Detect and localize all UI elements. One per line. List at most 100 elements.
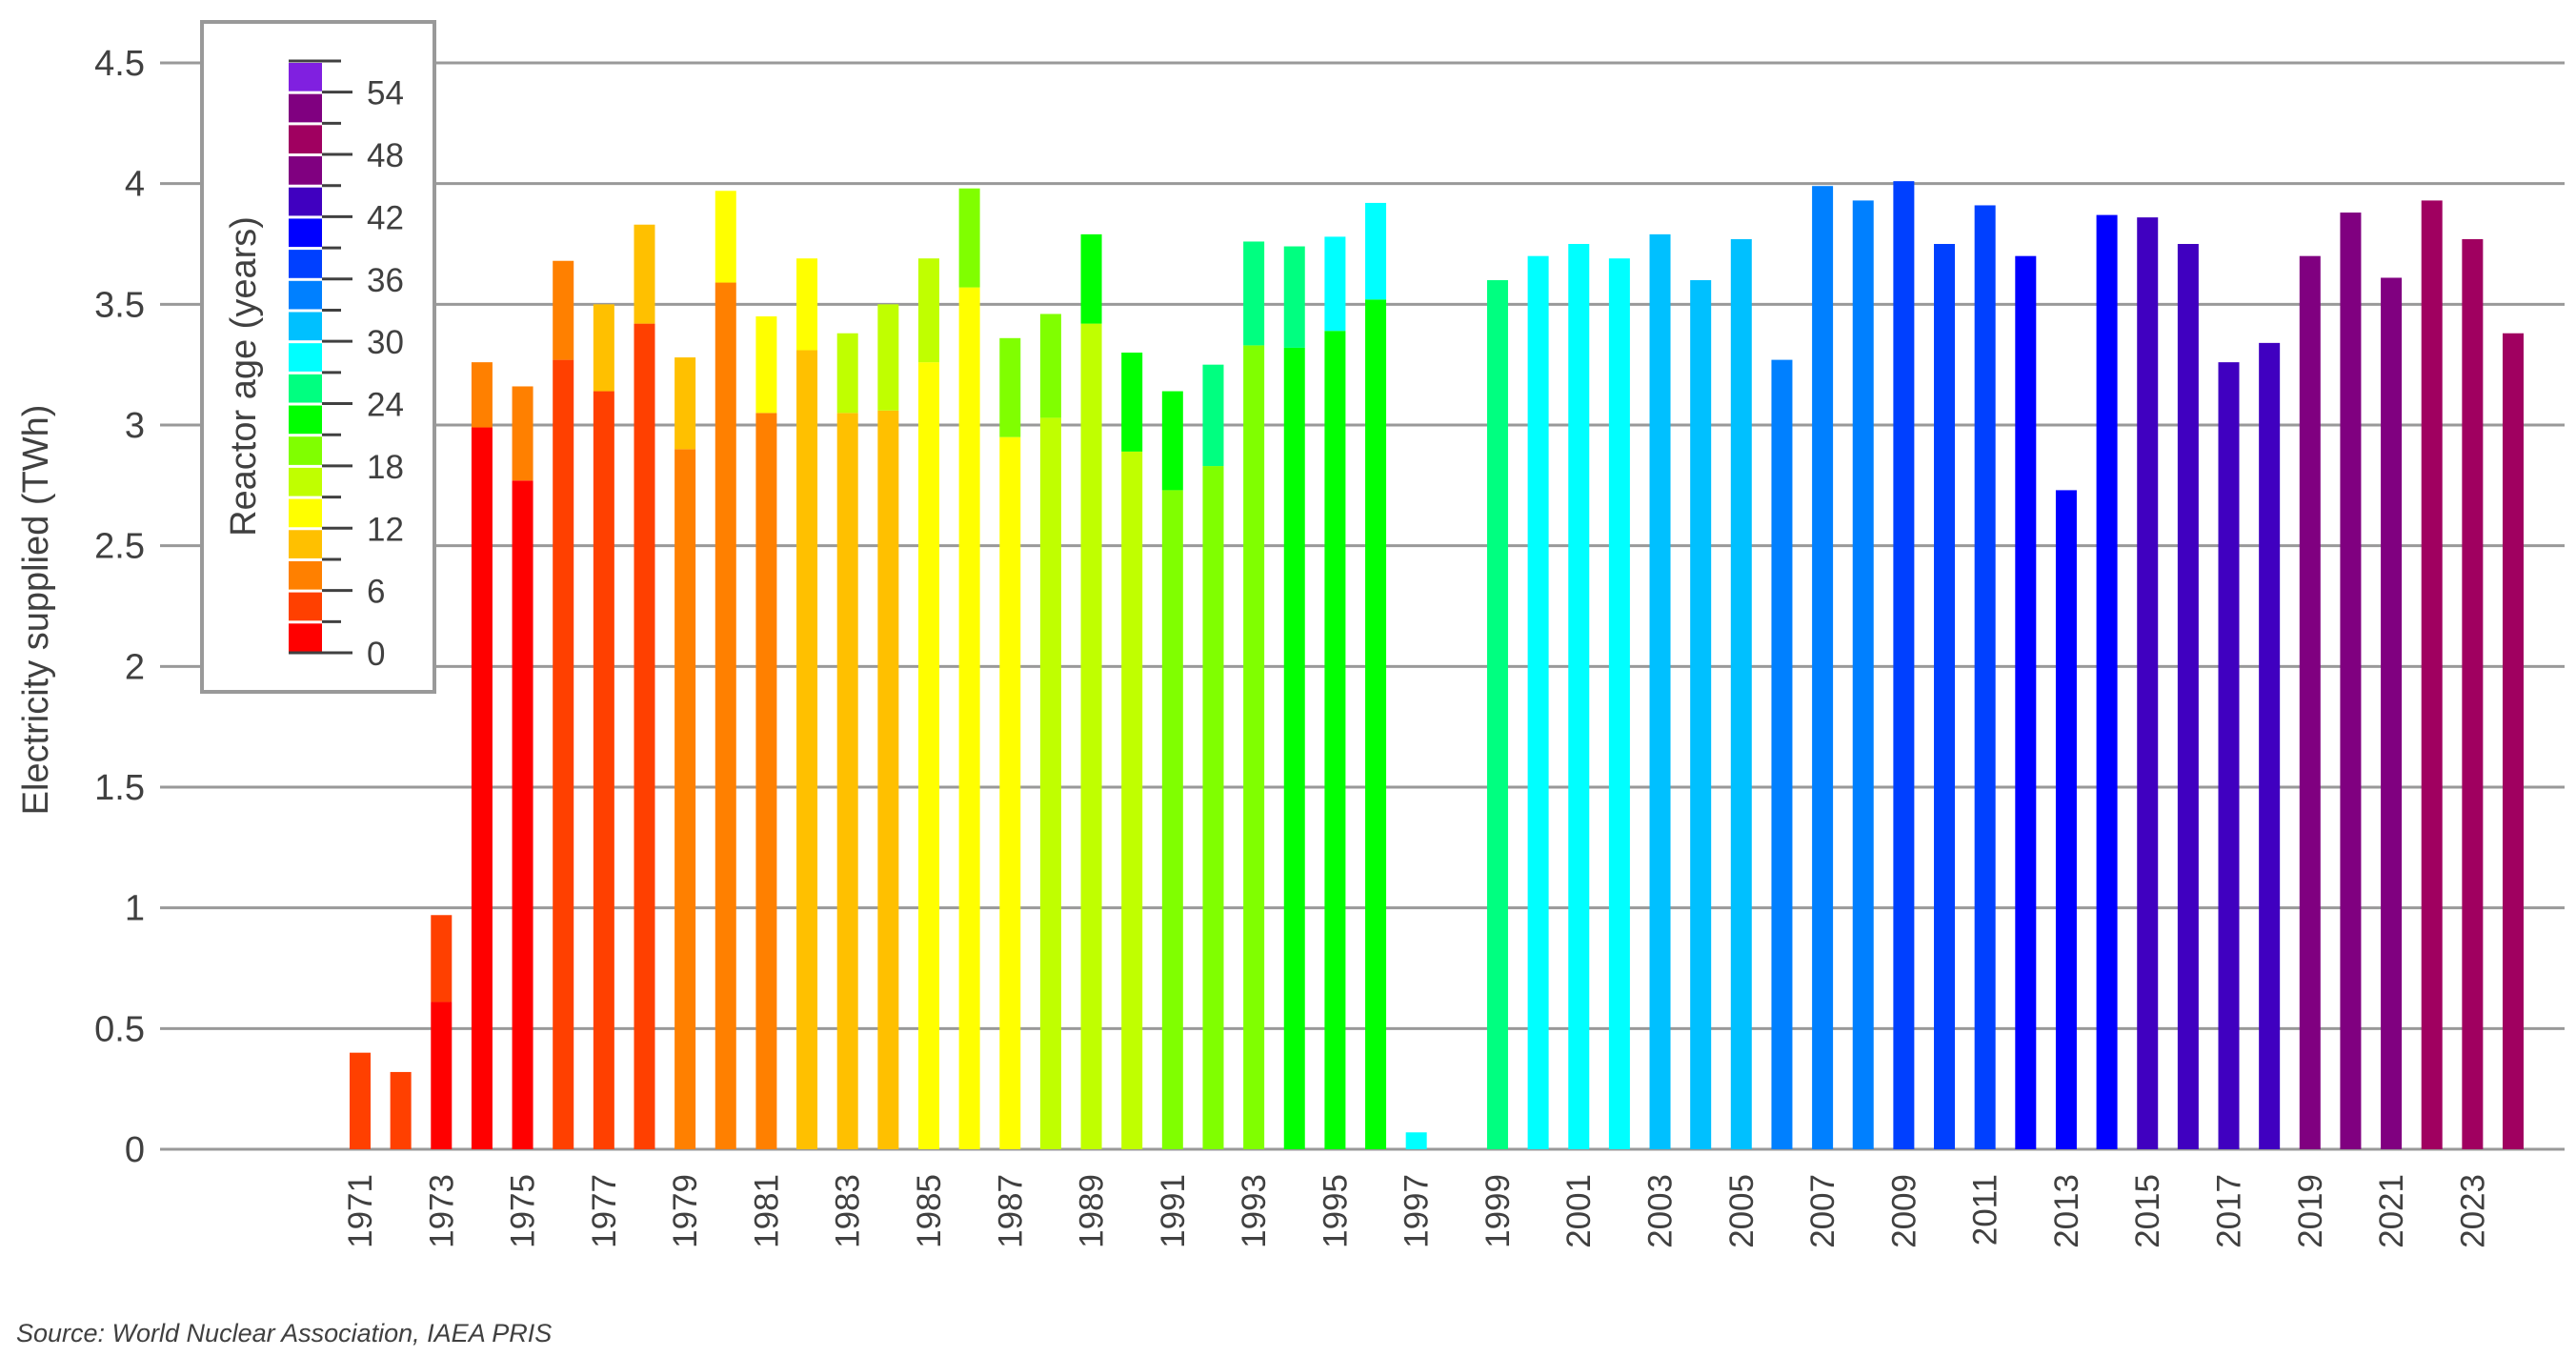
legend-tick-label: 18 (367, 449, 404, 486)
bar-segment-1976 (553, 260, 574, 360)
legend-tick-label: 48 (367, 137, 404, 174)
bar-segment-2005 (1730, 238, 1752, 1149)
bar-segment-2021 (2381, 277, 2403, 1149)
bar-segment-1983 (836, 333, 858, 414)
bar-segment-1972 (390, 1071, 412, 1149)
bar-segment-1981 (755, 413, 777, 1149)
x-tick-label: 2011 (1967, 1174, 2004, 1246)
legend-color-bin (289, 125, 322, 154)
y-tick-label: 4 (125, 165, 145, 205)
legend-color-bin (289, 467, 322, 496)
y-tick-label: 1 (125, 889, 145, 929)
bar-segment-1979 (674, 357, 696, 450)
legend-tick-label: 54 (367, 75, 404, 112)
x-tick-label: 2017 (2211, 1174, 2248, 1248)
bar-segment-2019 (2299, 255, 2321, 1150)
bar-segment-1985 (917, 362, 939, 1150)
bar-segment-1975 (512, 386, 533, 481)
bar-segment-2006 (1771, 359, 1793, 1150)
bar-segment-1983 (836, 413, 858, 1149)
bar-segment-2004 (1690, 280, 1712, 1149)
x-tick-label: 1981 (748, 1174, 785, 1248)
bar-segment-2009 (1893, 181, 1915, 1150)
bar-segment-1985 (917, 258, 939, 363)
legend-color-bin (289, 312, 322, 341)
bar-segment-1986 (958, 287, 980, 1150)
y-tick-label: 0.5 (94, 1009, 145, 1049)
legend-color-bin (289, 343, 322, 372)
bar-segment-1978 (634, 224, 655, 324)
bar-segment-2013 (2055, 490, 2077, 1149)
bar-segment-1973 (431, 915, 453, 1003)
bar-segment-1987 (999, 337, 1021, 437)
y-tick-labels: 0 0.5 1 1.5 2 2.5 3 3.5 4 4.5 (94, 44, 145, 1170)
y-tick-label: 2.5 (94, 527, 145, 567)
x-tick-label: 2015 (2129, 1174, 2166, 1248)
bar-segment-1993 (1243, 345, 1265, 1149)
x-tick-label: 1993 (1236, 1174, 1273, 1248)
source-note: Source: World Nuclear Association, IAEA … (16, 1319, 553, 1347)
x-tick-label: 1975 (505, 1174, 542, 1248)
x-tick-label: 1999 (1479, 1174, 1517, 1248)
y-tick-label: 3.5 (94, 285, 145, 325)
x-tick-label: 1971 (342, 1174, 379, 1248)
legend-color-bin (289, 405, 322, 435)
x-tick-labels: 1971 1973 1975 1977 1979 1981 1983 1985 1987 1989… (342, 1174, 2491, 1248)
bar-segment-1978 (634, 323, 655, 1150)
bar-segment-2011 (1974, 205, 1996, 1149)
y-tick-label: 1.5 (94, 768, 145, 808)
bar-segment-1991 (1161, 490, 1183, 1149)
x-tick-label: 1989 (1074, 1174, 1111, 1248)
legend-color-bin (289, 436, 322, 465)
bar-segment-1980 (714, 282, 736, 1149)
legend-tick-label: 30 (367, 324, 404, 361)
bar-segment-2023 (2462, 238, 2484, 1149)
bar-segment-2017 (2218, 362, 2240, 1150)
x-tick-label: 1979 (667, 1174, 704, 1248)
y-axis-title: Electricity supplied (TWh) (16, 405, 56, 816)
bar-segment-1990 (1121, 451, 1143, 1149)
bar-segment-1987 (999, 436, 1021, 1150)
legend-color-bin (289, 218, 322, 248)
bar-segment-1980 (714, 191, 736, 283)
bar-segment-1992 (1202, 466, 1224, 1150)
bar-segment-1989 (1080, 233, 1102, 324)
legend-color-bin (289, 63, 322, 91)
legend-tick-label: 12 (367, 511, 404, 548)
legend-color-bin (289, 623, 322, 652)
x-tick-label: 1991 (1155, 1174, 1192, 1248)
bar-segment-1996 (1365, 299, 1387, 1149)
bar-segment-2012 (2015, 255, 2037, 1150)
bar-segment-1979 (674, 449, 696, 1149)
bar-segment-2001 (1568, 244, 1590, 1149)
bar-segment-1981 (755, 316, 777, 414)
bar-segment-1997 (1405, 1132, 1427, 1149)
bar-segment-1995 (1324, 331, 1346, 1149)
bar-segment-2010 (1934, 244, 1956, 1149)
legend-tick-label: 6 (367, 574, 385, 611)
x-tick-label: 1995 (1317, 1174, 1354, 1248)
y-tick-label: 0 (125, 1130, 145, 1170)
x-tick-label: 2003 (1642, 1174, 1680, 1248)
x-tick-label: 2021 (2373, 1174, 2410, 1248)
bar-segment-1974 (471, 362, 493, 428)
bar-segment-2008 (1852, 200, 1874, 1149)
bar-segment-2003 (1649, 233, 1671, 1149)
bar-segment-1977 (593, 304, 614, 392)
bar-segment-2016 (2177, 244, 2199, 1149)
x-tick-label: 1983 (830, 1174, 867, 1248)
x-tick-label: 1973 (423, 1174, 460, 1248)
bar-segment-1995 (1324, 236, 1346, 332)
x-tick-label: 2023 (2454, 1174, 2491, 1248)
bar-segment-2022 (2421, 200, 2443, 1149)
legend-color-bin (289, 187, 322, 216)
bar-segment-2000 (1527, 255, 1549, 1150)
bar-segment-1976 (553, 359, 574, 1150)
x-tick-label: 2013 (2048, 1174, 2085, 1248)
bar-segment-1986 (958, 188, 980, 288)
legend-color-bin (289, 374, 322, 403)
legend-tick-label: 0 (367, 636, 385, 673)
bar-segment-1982 (796, 258, 818, 351)
y-tick-label: 3 (125, 406, 145, 446)
x-tick-label: 1977 (586, 1174, 623, 1248)
